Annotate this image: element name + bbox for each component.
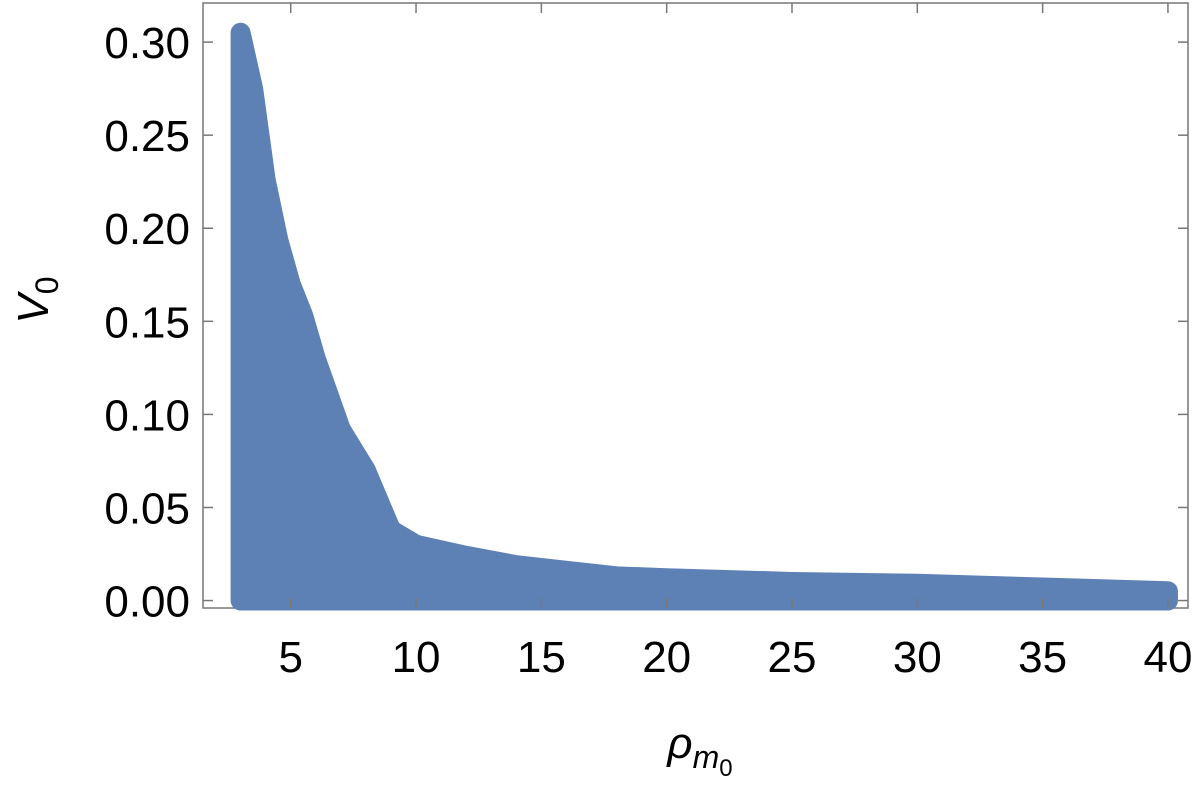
- y-tick-label: 0.30: [104, 19, 190, 68]
- y-tick-label: 0.05: [104, 484, 190, 533]
- x-label-symbol: ρ: [665, 719, 692, 768]
- y-tick-label: 0.25: [104, 112, 190, 161]
- x-tick-label: 35: [1018, 633, 1067, 682]
- y-label-subscript: 0: [29, 276, 65, 294]
- x-tick-label: 10: [392, 633, 441, 682]
- y-tick-label: 0.20: [104, 205, 190, 254]
- y-label-symbol: V: [9, 291, 58, 324]
- x-tick-label: 20: [642, 633, 691, 682]
- x-tick-label: 30: [893, 633, 942, 682]
- area: [230, 22, 1178, 611]
- x-tick-label: 15: [517, 633, 566, 682]
- x-axis-label: ρm0: [665, 719, 732, 782]
- x-tick-label: 5: [278, 633, 302, 682]
- y-tick-label: 0.15: [104, 298, 190, 347]
- y-tick-label: 0.00: [104, 578, 190, 627]
- x-label-subscript: m: [693, 739, 720, 775]
- y-axis-label: V0: [9, 276, 65, 323]
- y-tick-label: 0.10: [104, 391, 190, 440]
- x-tick-label: 40: [1143, 633, 1192, 682]
- x-label-sub-subscript: 0: [719, 755, 732, 782]
- x-tick-label: 25: [768, 633, 817, 682]
